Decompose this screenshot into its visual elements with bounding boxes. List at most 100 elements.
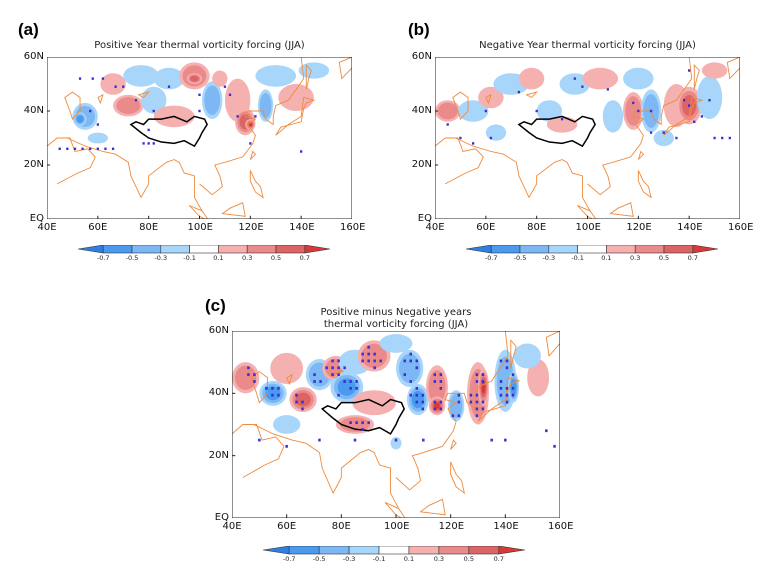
coastline [694,65,699,89]
coastline [98,95,103,103]
colorbar-segment [246,245,277,254]
negative-forcing-contour [337,378,356,396]
panel-c-title-line1: Positive minus Negative years [320,307,472,318]
significance-dot [253,380,256,383]
colorbar-b [466,245,718,254]
significance-dot [471,142,475,145]
significance-dot [198,109,201,113]
significance-dot [433,400,437,404]
colorbar-label: -0.3 [342,555,356,563]
significance-dot [147,128,150,132]
significance-dot [422,438,425,442]
coastline [200,57,304,195]
significance-dot [73,147,77,151]
colorbar-a [78,245,330,254]
colorbar-label: -0.3 [542,254,556,262]
coastline [396,331,508,490]
significance-dot [271,386,274,390]
significance-dot [484,109,487,113]
negative-forcing-contour [457,100,489,122]
colorbar-label: 0.1 [213,254,224,262]
significance-dot [649,131,653,134]
significance-dot [223,85,227,88]
significance-dot [581,85,584,88]
x-tick-label: 120E [238,222,264,233]
significance-dot [337,373,340,377]
positive-forcing-contour [235,365,257,390]
colorbar-max-arrow [498,546,525,555]
positive-forcing-contour [428,370,446,405]
panel-c-title-line2: thermal vorticity forcing (JJA) [323,319,469,330]
coastline [610,203,633,217]
significance-dot [96,123,99,126]
coastline [222,203,245,217]
significance-dot [373,352,376,356]
significance-dot [301,407,304,411]
coastline [451,462,465,493]
colorbar-segment [102,245,133,254]
x-tick-label: 120E [626,222,652,233]
colorbar-label: 0.1 [601,254,612,262]
colorbar-segment [160,245,190,254]
significance-dot [101,77,105,80]
significance-dot [96,147,99,151]
coastline [65,92,80,119]
coastline [486,95,491,103]
y-tick-label: 60N [23,51,44,62]
significance-dot [433,373,437,377]
significance-dot [475,407,479,411]
significance-dot [490,438,493,442]
coastline [339,57,352,79]
significance-dot [708,98,711,102]
colorbar-label: 0.3 [433,555,445,563]
significance-dot [271,393,274,397]
significance-dot [728,136,731,140]
colorbar-label: -0.7 [484,254,498,262]
significance-dot [147,142,150,145]
significance-dot [361,421,364,425]
negative-forcing-contour [449,393,463,418]
colorbar-label: -0.3 [154,254,168,262]
coastline [453,92,468,119]
significance-dot [606,88,609,91]
significance-dot [688,69,691,72]
significance-dot [688,104,691,107]
significance-dot [258,438,261,442]
positive-forcing-contour [270,352,304,384]
significance-dot [675,136,678,140]
colorbar-segment [519,245,550,254]
significance-dot [421,407,425,411]
y-tick-label: 40N [411,105,432,116]
x-tick-label: 80E [331,521,351,532]
significance-dot [505,359,509,363]
significance-dot [439,373,443,377]
significance-dot [114,85,117,88]
x-tick-label: 100E [575,222,601,233]
significance-dot [481,373,485,377]
coastline [546,331,560,356]
coastline [727,57,740,79]
coastline [421,499,446,515]
x-tick-label: 160E [340,222,366,233]
significance-dot [134,98,138,102]
colorbar-segment [288,546,320,555]
significance-dot [415,393,419,397]
significance-dot [249,142,252,145]
significance-dot [499,393,503,397]
significance-dot [721,136,724,140]
significance-dot [415,359,419,363]
x-tick-label: 40E [425,222,445,233]
significance-dot [373,359,376,363]
significance-dot [152,142,155,145]
significance-dot [89,147,92,151]
x-tick-label: 80E [527,222,547,233]
colorbar-label: 0.5 [270,254,282,262]
negative-forcing-contour [623,67,654,90]
tibetan-plateau-outline [131,116,207,146]
colorbar-label: 0.7 [493,555,504,563]
colorbar-label: -0.5 [312,555,326,563]
map-panel-b [435,57,740,219]
significance-dot [367,359,370,363]
coastline [511,340,516,368]
coastline [254,425,399,509]
